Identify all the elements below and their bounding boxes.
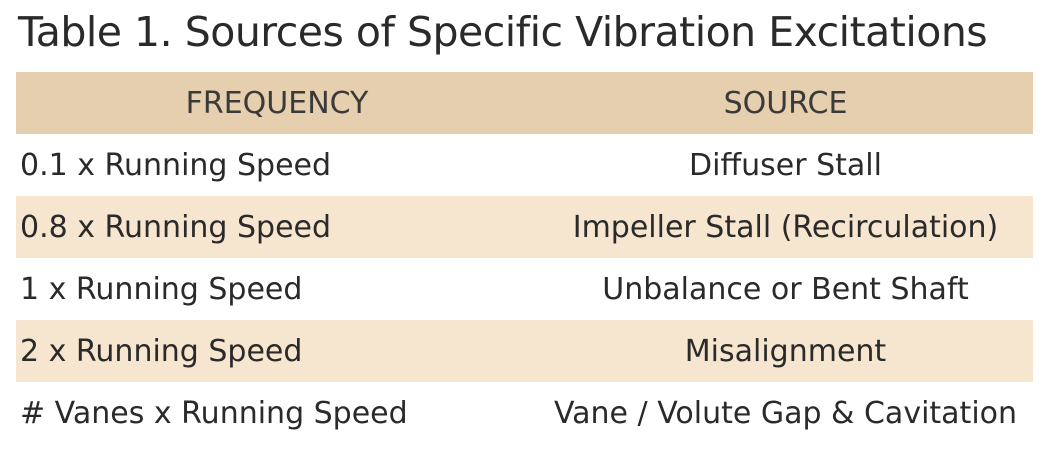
table-row: 1 x Running Speed Unbalance or Bent Shaft [16, 258, 1033, 320]
table-cell: 2 x Running Speed [16, 320, 538, 382]
table-cell: Diffuser Stall [689, 147, 882, 183]
column-header: FREQUENCY [16, 72, 538, 134]
table-cell: Impeller Stall (Recirculation) [538, 196, 1033, 258]
table-row: 0.8 x Running Speed Impeller Stall (Recir… [16, 196, 1033, 258]
header-row: FREQUENCY SOURCE [16, 72, 1033, 134]
table-cell: 0.1 x Running Speed [20, 147, 332, 183]
table-cell: Misalignment [538, 320, 1033, 382]
table-body: 0.1 x Running Speed Diffuser Stall 0.8 x R… [16, 134, 1033, 444]
table-row: 0.1 x Running Speed Diffuser Stall [16, 134, 1033, 196]
table-cell: # Vanes x Running Speed [20, 395, 408, 431]
table-cell: Vane / Volute Gap & Cavitation [553, 395, 1018, 431]
table-cell: 1 x Running Speed [20, 271, 303, 307]
table-row: # Vanes x Running Speed Vane / Volute Gap… [16, 382, 1033, 444]
table: FREQUENCY SOURCE 0.1 x Running Speed Diffu… [16, 72, 1033, 444]
table-cell: 0.8 x Running Speed [16, 196, 538, 258]
column-header: SOURCE [538, 72, 1033, 134]
table-title: Table 1. Sources of Specific Vibration E… [18, 8, 988, 56]
table-row: 2 x Running Speed Misalignment [16, 320, 1033, 382]
table-cell: Unbalance or Bent Shaft [602, 271, 969, 307]
